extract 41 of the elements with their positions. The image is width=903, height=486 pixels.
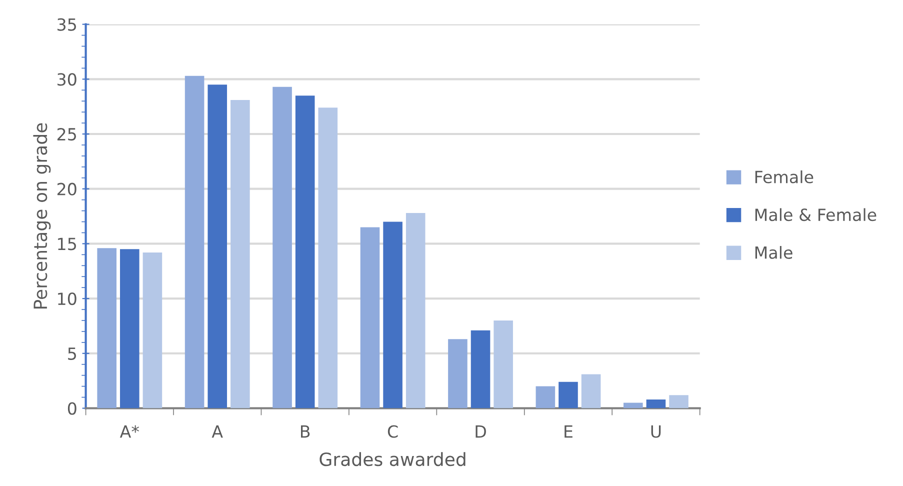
bar [383, 222, 402, 408]
bar [624, 402, 643, 408]
x-tick-label: C [388, 425, 398, 438]
y-tick-label: 30 [58, 73, 76, 86]
bar [208, 84, 228, 408]
bar [318, 108, 338, 408]
bar [470, 330, 490, 408]
x-tick-label: B [301, 425, 310, 438]
bar [272, 86, 292, 408]
legend-label: Male & Female [755, 208, 876, 222]
x-tick-label: D [476, 425, 486, 438]
y-tick-label: 35 [58, 18, 76, 31]
y-tick-label: 10 [58, 292, 76, 306]
x-tick-label: E [564, 425, 572, 438]
bar [406, 212, 426, 408]
y-tick-label: 25 [57, 128, 76, 141]
x-tick-label: A [212, 425, 223, 438]
bar [184, 76, 204, 408]
bar [142, 252, 162, 408]
bar [230, 100, 250, 408]
bar [97, 248, 116, 408]
y-tick-label: 5 [68, 348, 76, 360]
x-tick-label: U [651, 425, 661, 438]
y-tick-label: 20 [57, 182, 76, 196]
bar [360, 227, 380, 408]
x-tick-label: A* [120, 425, 140, 438]
bar [120, 249, 140, 408]
legend-label: Male [755, 246, 792, 259]
x-axis-title: Grades awarded [320, 452, 466, 466]
bar [558, 382, 578, 408]
legend-label: Female [755, 170, 814, 184]
bar [669, 395, 688, 408]
bar [646, 399, 666, 408]
bar [581, 374, 601, 408]
bar [536, 386, 556, 408]
bar [494, 320, 513, 408]
y-tick-label: 0 [68, 402, 76, 415]
y-axis-title: Percentage on grade [33, 123, 51, 309]
bar [295, 96, 315, 408]
bar [448, 339, 468, 408]
y-tick-label: 15 [58, 238, 76, 250]
